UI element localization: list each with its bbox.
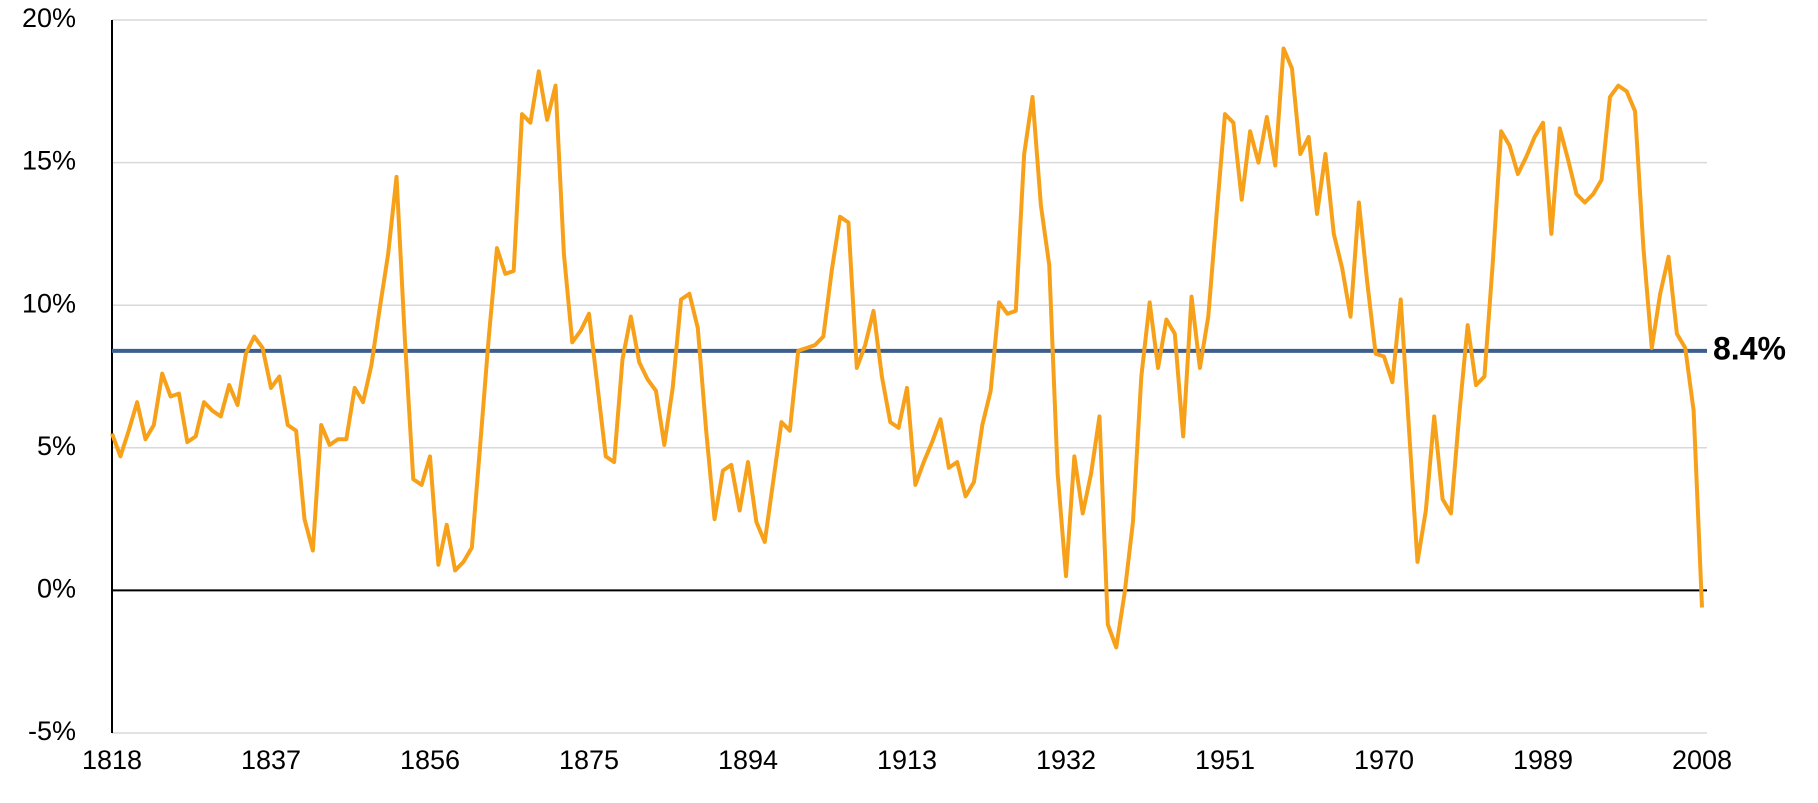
- x-tick-label: 1970: [1354, 745, 1414, 775]
- x-tick-label: 1989: [1513, 745, 1573, 775]
- x-tick-label: 1913: [877, 745, 937, 775]
- x-tick-label: 1818: [82, 745, 142, 775]
- data-line: [110, 46, 1704, 650]
- x-tick-label: 2008: [1672, 745, 1732, 775]
- x-tick-label: 1951: [1195, 745, 1255, 775]
- y-tick-label: 10%: [22, 288, 76, 318]
- y-tick-label: 5%: [37, 431, 76, 461]
- y-tick-label: 15%: [22, 146, 76, 176]
- y-tick-label: -5%: [28, 716, 76, 746]
- x-tick-label: 1894: [718, 745, 778, 775]
- average-label: 8.4%: [1713, 330, 1786, 366]
- x-tick-label: 1856: [400, 745, 460, 775]
- x-tick-label: 1932: [1036, 745, 1096, 775]
- y-tick-label: 0%: [37, 574, 76, 604]
- y-tick-label: 20%: [22, 3, 76, 33]
- x-tick-label: 1875: [559, 745, 619, 775]
- x-tick-label: 1837: [241, 745, 301, 775]
